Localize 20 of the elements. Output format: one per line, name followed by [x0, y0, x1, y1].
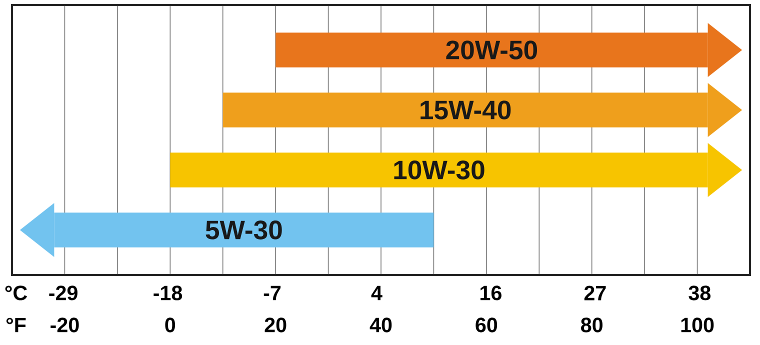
x2-tick-label: -29	[49, 286, 78, 300]
x2-tick-label: 27	[584, 286, 606, 300]
x-tick-label: -20	[50, 318, 79, 332]
x-tick-label: 40	[370, 318, 392, 332]
y-tick-label: 5W-30	[206, 220, 282, 240]
y-tick-label: 15W-40	[420, 100, 511, 120]
y-tick-label: 10W-30	[394, 160, 484, 180]
x2-tick-label: 38	[688, 286, 711, 300]
x-tick-label: 0	[165, 318, 176, 332]
x-tick-label: 100	[681, 318, 714, 332]
x-tick-label: 80	[581, 318, 602, 332]
x-tick-label: 20	[264, 318, 286, 332]
x2-tick-label: 16	[480, 286, 502, 300]
x-tick-label: 60	[476, 318, 498, 332]
x2-axis-title: °C	[5, 286, 28, 300]
x2-tick-label: 4	[371, 286, 382, 300]
x2-tick-label: -18	[154, 286, 182, 300]
x2-tick-label: -7	[264, 286, 281, 300]
y-tick-label: 20W-50	[446, 40, 538, 60]
x-axis-title: °F	[6, 318, 26, 332]
